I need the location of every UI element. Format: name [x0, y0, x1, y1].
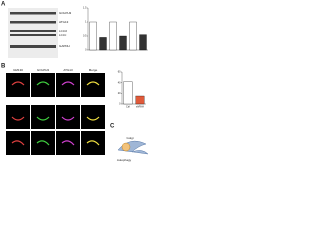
diagram-label: Golgi	[126, 136, 133, 140]
y-tick-label: 0.5	[83, 35, 87, 38]
blot	[8, 8, 58, 58]
blot-label: ATG13	[59, 20, 69, 24]
y-tick-label: 1.5	[83, 7, 87, 10]
y-tick-label: 20	[118, 92, 121, 95]
y-tick-label: 1	[85, 21, 87, 24]
panel-label: A	[1, 2, 6, 8]
bar	[99, 37, 107, 51]
bar	[129, 21, 137, 51]
bar	[109, 21, 117, 51]
column-label: GOLPH3	[37, 68, 50, 72]
panel-label: B	[1, 64, 6, 70]
blot-label: GOLPH3	[59, 11, 72, 15]
x-tick-label: shRNA	[136, 106, 144, 109]
diagram-label: Autophagy	[117, 158, 132, 162]
bar	[123, 81, 133, 105]
y-tick-label: 60	[118, 71, 121, 74]
bar	[89, 21, 97, 51]
column-label: Merge	[89, 68, 98, 72]
blot-label: LC3-I	[59, 33, 67, 37]
bar	[139, 34, 147, 51]
bar	[135, 95, 145, 105]
y-tick-label: 40	[118, 81, 121, 84]
column-label: ATG13	[63, 68, 73, 72]
y-tick-label: 0	[119, 103, 121, 106]
y-tick-label: 0	[85, 49, 87, 52]
bar	[119, 35, 127, 51]
column-label: GM130	[13, 68, 23, 72]
blot-label: LC3-II	[59, 29, 67, 33]
blot-label: GAPDH	[59, 44, 70, 48]
panel-label: C	[110, 124, 115, 130]
x-tick-label: Ctrl	[126, 106, 130, 109]
diagram: Golgi Autophagy	[117, 136, 149, 162]
microscopy	[6, 73, 105, 155]
figure: A B C Golgi Autophagy GOLPH3 ATG13 LC3-IIL…	[1, 2, 149, 162]
